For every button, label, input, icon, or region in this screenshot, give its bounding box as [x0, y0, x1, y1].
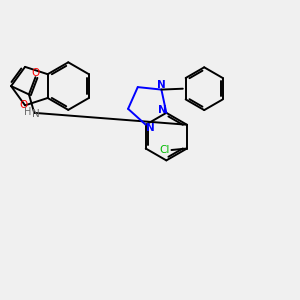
Text: O: O: [31, 68, 40, 78]
Text: N: N: [158, 105, 167, 115]
Text: N: N: [157, 80, 166, 90]
Text: N: N: [146, 123, 154, 133]
Text: N: N: [32, 109, 39, 119]
Text: O: O: [20, 100, 28, 110]
Text: H: H: [24, 107, 32, 117]
Text: Cl: Cl: [160, 145, 170, 155]
